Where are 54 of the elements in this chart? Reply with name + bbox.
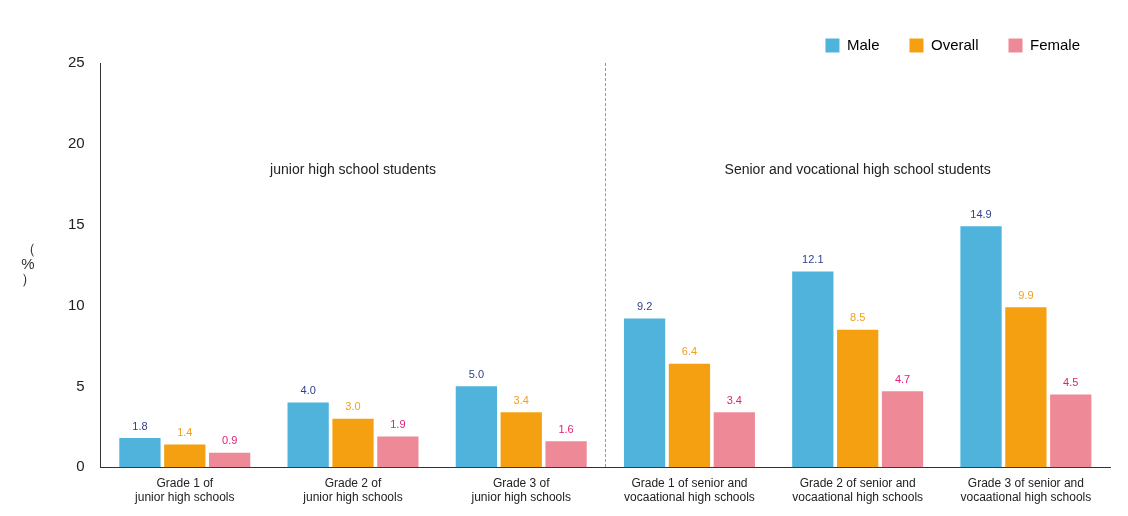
y-tick-label: 15 <box>68 214 85 232</box>
bar <box>713 412 755 468</box>
data-label: 4.0 <box>300 384 316 397</box>
y-tick-label: 10 <box>68 295 85 313</box>
x-tick-label: Grade 2 of junior high schools <box>302 475 403 505</box>
y-tick-label: 0 <box>76 457 85 475</box>
x-tick-label: Grade 3 of junior high schools <box>470 475 571 505</box>
bar <box>623 318 666 468</box>
bar <box>1005 307 1047 468</box>
bar <box>209 452 251 468</box>
annotation: Senior and vocational high school students <box>724 160 991 177</box>
bar <box>332 418 374 468</box>
data-label: 1.4 <box>177 426 193 439</box>
y-tick-label: 20 <box>68 133 85 151</box>
data-label: 3.4 <box>513 393 529 406</box>
data-label: 4.7 <box>894 372 911 385</box>
x-tick-label: Grade 2 of senior and vocaational high schools <box>792 475 924 505</box>
y-axis-title: （%） <box>20 240 36 288</box>
bar <box>545 441 587 468</box>
bar <box>792 271 834 468</box>
bar <box>287 402 329 468</box>
x-tick-label: Grade 3 of senior and vocaational high schools <box>960 475 1092 505</box>
x-tick-label: Grade 1 of junior high schools <box>134 475 235 505</box>
legend-label: Female <box>1029 35 1081 53</box>
data-label: 12.1 <box>802 253 824 266</box>
bar <box>377 436 419 468</box>
data-label: 1.9 <box>390 418 406 431</box>
y-tick-label: 5 <box>76 376 85 394</box>
bar <box>881 391 924 468</box>
data-label: 3.0 <box>345 400 361 413</box>
data-label: 1.8 <box>132 419 148 432</box>
data-label: 5.0 <box>468 367 485 380</box>
bar <box>668 363 711 468</box>
data-label: 9.2 <box>636 299 653 312</box>
bar <box>500 412 542 468</box>
y-tick-label: 25 <box>68 53 85 71</box>
bar <box>119 438 161 468</box>
x-tick-label: Grade 1 of senior and vocaational high schools <box>624 475 755 505</box>
legend-label: Male <box>846 35 880 53</box>
data-label: 1.6 <box>558 422 574 435</box>
data-label: 0.9 <box>222 434 238 447</box>
bar <box>960 226 1002 468</box>
data-label: 14.9 <box>970 207 992 220</box>
bar <box>164 444 206 468</box>
data-label: 9.9 <box>1018 288 1034 301</box>
data-label: 4.5 <box>1063 375 1079 388</box>
data-label: 6.4 <box>681 345 698 358</box>
data-label: 8.5 <box>850 311 866 324</box>
bar <box>837 329 879 468</box>
annotation: junior high school students <box>269 160 436 177</box>
legend-label: Overall <box>930 35 979 53</box>
bar <box>455 386 498 468</box>
bar <box>1050 394 1092 468</box>
data-label: 3.4 <box>726 393 742 406</box>
